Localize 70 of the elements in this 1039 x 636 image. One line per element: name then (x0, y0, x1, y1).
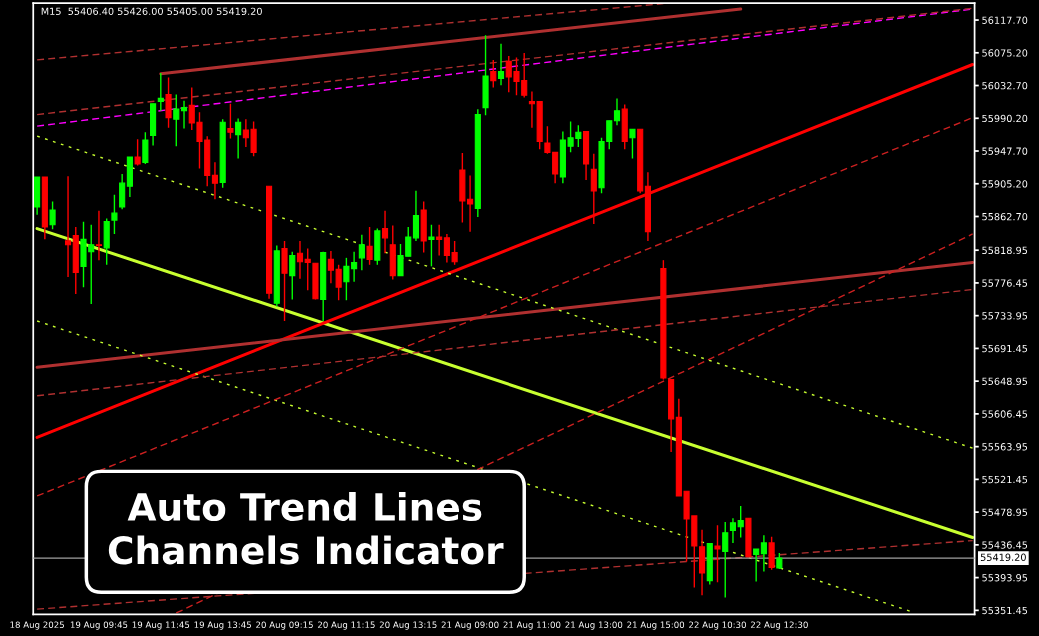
y-tick-label: 55563.95 (982, 443, 1028, 451)
x-tick-label: 21 Aug 09:00 (441, 621, 499, 630)
x-tick-label: 20 Aug 09:15 (256, 621, 313, 630)
x-tick-label: 19 Aug 11:45 (132, 621, 190, 630)
candlestick (412, 190, 420, 242)
candlestick (157, 72, 164, 112)
candlestick (134, 138, 141, 167)
candlestick (64, 175, 72, 278)
candlestick (142, 131, 149, 165)
candlestick (381, 210, 389, 254)
candlestick (753, 548, 760, 583)
candlestick (227, 103, 234, 140)
candlestick (528, 90, 536, 129)
y-tick-label: 55648.95 (982, 377, 1028, 385)
y-tick-label: 55393.95 (982, 574, 1028, 582)
candlestick (490, 59, 497, 89)
y-tick-label: 55521.45 (982, 475, 1028, 484)
candlestick (296, 240, 304, 280)
candlestick (235, 117, 242, 160)
candlestick (428, 224, 435, 268)
x-tick-label: 22 Aug 12:30 (750, 621, 808, 630)
candlestick (165, 76, 172, 129)
x-tick-label: 20 Aug 11:15 (317, 621, 375, 630)
y-tick-label: 55905.20 (982, 180, 1028, 188)
y-tick-label: 56117.70 (982, 16, 1028, 24)
y-tick-label: 55862.70 (982, 212, 1028, 221)
y-tick-label: 55691.45 (982, 344, 1028, 353)
candlestick (211, 161, 219, 201)
x-tick-label: 21 Aug 15:00 (627, 621, 685, 630)
x-tick-label: 19 Aug 09:45 (70, 621, 128, 630)
x-tick-label: 19 Aug 13:45 (194, 621, 251, 630)
candlestick (119, 173, 126, 211)
candlestick (760, 534, 767, 573)
candlestick (49, 200, 56, 231)
chart-title: M15 55406.40 55426.00 55405.00 55419.20 (41, 7, 262, 15)
x-tick-label: 21 Aug 13:00 (565, 621, 623, 630)
y-tick-label: 55351.45 (982, 606, 1028, 615)
candlestick (289, 251, 296, 301)
candlestick (358, 234, 365, 271)
candlestick (714, 524, 721, 583)
candlestick (366, 226, 373, 266)
candlestick (173, 93, 180, 147)
candlestick (722, 521, 729, 599)
x-tick-label: 22 Aug 10:30 (689, 621, 746, 630)
y-tick-label: 55436.45 (982, 541, 1028, 549)
candlestick (111, 193, 118, 235)
annotation: Auto Trend Lines Channels Indicator (108, 492, 504, 565)
y-tick-label: 56075.20 (982, 49, 1028, 57)
candlestick (729, 517, 737, 544)
x-tick-label: 18 Aug 2025 (10, 621, 64, 630)
candlestick (613, 97, 621, 127)
y-tick-label: 55818.95 (982, 246, 1028, 255)
x-tick-label: 21 Aug 11:00 (503, 621, 561, 630)
candlestick (497, 43, 505, 86)
candlestick (95, 210, 103, 261)
candlestick (304, 247, 311, 291)
ref-line-label: 55419.20 (980, 553, 1026, 561)
y-tick-label: 55990.20 (982, 114, 1028, 123)
candlestick (590, 153, 597, 225)
y-tick-label: 55776.45 (982, 279, 1028, 287)
candlestick (180, 100, 188, 130)
y-tick-label: 55478.95 (982, 508, 1028, 516)
y-tick-label: 56032.70 (982, 82, 1028, 90)
x-tick-label: 20 Aug 13:15 (379, 621, 437, 630)
candlestick (737, 505, 744, 539)
candlestick (436, 224, 443, 257)
y-tick-label: 55947.70 (982, 147, 1028, 155)
y-tick-label: 55733.95 (982, 312, 1028, 320)
y-tick-label: 55606.45 (982, 410, 1028, 418)
candlestick (629, 128, 636, 160)
